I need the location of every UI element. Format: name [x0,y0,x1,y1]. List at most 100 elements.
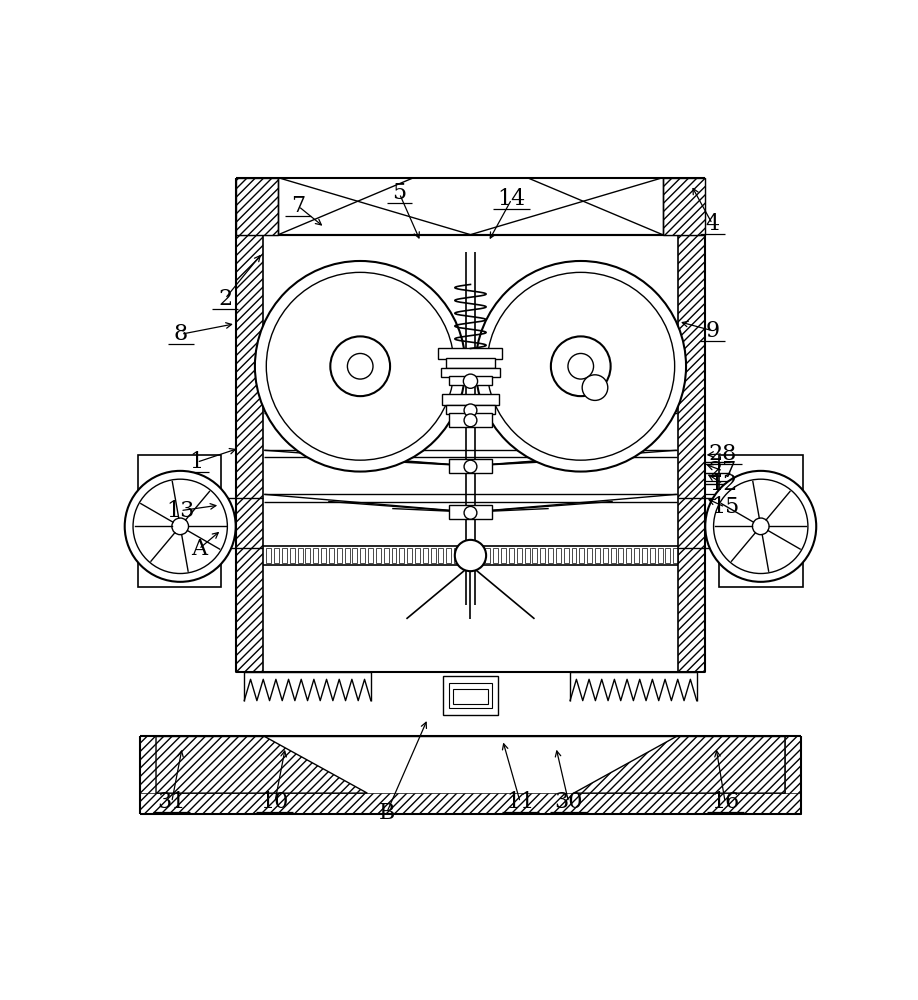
Circle shape [266,272,454,460]
Bar [297,548,303,563]
Circle shape [713,479,808,574]
Bar [431,548,436,563]
Text: 5: 5 [392,182,407,204]
Polygon shape [156,736,367,793]
Bar [486,548,490,563]
Polygon shape [236,235,263,672]
Text: A: A [191,538,207,560]
Circle shape [476,261,686,472]
Bar [509,548,514,563]
Text: 15: 15 [711,496,739,518]
Text: 7: 7 [291,195,306,217]
Bar [353,548,357,563]
Text: 30: 30 [554,791,583,813]
Bar [524,548,530,563]
Bar [532,548,537,563]
Bar [673,548,678,563]
Bar [642,548,647,563]
Bar [138,455,221,587]
Polygon shape [678,235,705,672]
Polygon shape [574,736,785,793]
Bar [408,548,412,563]
Text: 10: 10 [261,791,289,813]
Text: 1: 1 [189,451,204,473]
Text: 2: 2 [218,288,232,310]
Bar [449,505,492,519]
Bar [415,548,420,563]
Circle shape [464,374,477,388]
Text: 28: 28 [709,443,737,465]
Ellipse shape [454,540,487,571]
Text: 16: 16 [711,791,739,813]
Bar [619,548,623,563]
Bar [454,548,459,563]
Bar [501,548,506,563]
Bar [626,548,632,563]
Bar [449,683,492,708]
Circle shape [465,506,476,519]
Bar [439,548,443,563]
Bar [657,548,663,563]
Bar [375,548,381,563]
Bar [634,548,639,563]
Polygon shape [785,736,801,814]
Polygon shape [236,178,278,235]
Bar [449,413,492,427]
Bar [282,548,287,563]
Bar [442,394,499,405]
Bar [556,548,561,563]
Bar [344,548,350,563]
Bar [493,548,498,563]
Bar [462,548,467,563]
Circle shape [568,353,594,379]
Bar [572,548,577,563]
Circle shape [255,261,465,472]
Circle shape [582,375,608,400]
Polygon shape [140,736,156,814]
Circle shape [465,404,476,417]
Circle shape [465,460,476,473]
Bar [329,548,334,563]
Polygon shape [663,178,705,235]
Text: 11: 11 [506,791,534,813]
Bar [595,548,600,563]
Bar [666,548,670,563]
Circle shape [330,336,390,396]
Bar [540,548,545,563]
Bar [564,548,568,563]
Bar [477,548,483,563]
Circle shape [551,336,610,396]
Bar [274,548,279,563]
Circle shape [347,353,373,379]
Bar [360,548,365,563]
Bar [439,348,502,359]
Circle shape [125,471,236,582]
Bar [720,455,803,587]
Circle shape [705,471,816,582]
Bar [443,676,498,715]
Bar [266,548,272,563]
Bar [384,548,388,563]
Bar [603,548,608,563]
Circle shape [487,272,675,460]
Bar [453,689,487,704]
Bar [306,548,310,563]
Text: 31: 31 [158,791,185,813]
Bar [445,405,496,414]
Bar [441,368,500,377]
Bar [321,548,326,563]
Text: 4: 4 [705,213,720,235]
Bar [470,548,475,563]
Text: 13: 13 [166,500,195,522]
Bar [548,548,553,563]
Text: 14: 14 [498,188,526,210]
Circle shape [133,479,228,574]
Text: B: B [378,802,395,824]
Bar [650,548,655,563]
Circle shape [465,414,476,427]
Text: 9: 9 [705,320,720,342]
Bar [446,548,452,563]
Bar [449,376,492,385]
Bar [445,358,496,368]
Bar [290,548,295,563]
